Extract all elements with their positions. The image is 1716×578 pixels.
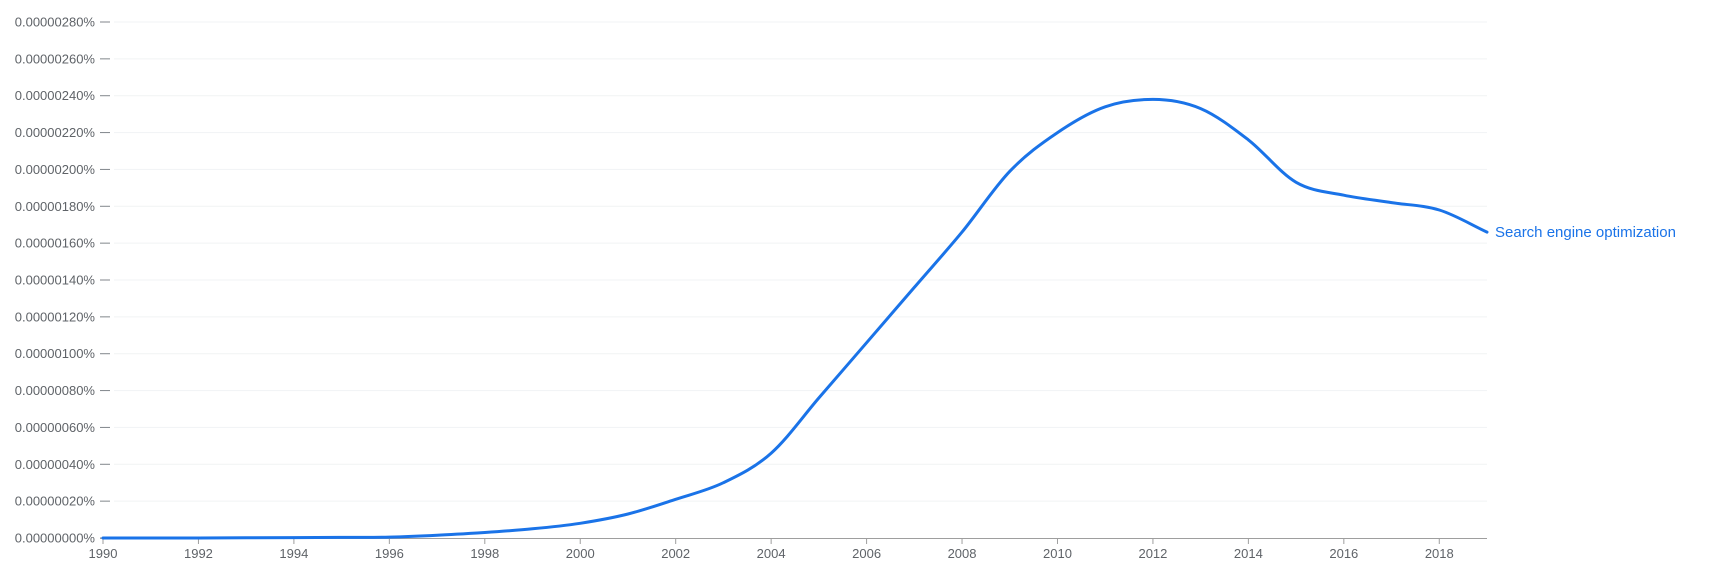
x-axis-tick-label: 1990: [89, 546, 118, 561]
x-axis-tick-label: 2008: [948, 546, 977, 561]
y-axis-tick-label: 0.00000120%: [15, 309, 96, 324]
x-axis-tick-label: 2004: [757, 546, 786, 561]
x-axis-tick-label: 1994: [279, 546, 308, 561]
y-axis-tick-label: 0.00000100%: [15, 346, 96, 361]
y-axis-tick-label: 0.00000000%: [15, 531, 96, 546]
y-axis-tick-label: 0.00000200%: [15, 162, 96, 177]
series-line[interactable]: [101, 97, 1489, 540]
x-axis-tick-label: 2016: [1329, 546, 1358, 561]
y-axis-tick-label: 0.00000060%: [15, 420, 96, 435]
x-axis-tick-label: 2000: [566, 546, 595, 561]
y-axis-tick-label: 0.00000260%: [15, 51, 96, 66]
series-label[interactable]: Search engine optimization: [1495, 224, 1676, 241]
x-axis-tick-label: 2006: [852, 546, 881, 561]
y-axis-tick-label: 0.00000220%: [15, 125, 96, 140]
y-axis-tick-label: 0.00000180%: [15, 199, 96, 214]
y-axis-tick-label: 0.00000280%: [15, 15, 96, 30]
y-axis-tick-label: 0.00000160%: [15, 236, 96, 251]
y-axis-tick-label: 0.00000080%: [15, 383, 96, 398]
y-axis-tick-label: 0.00000240%: [15, 88, 96, 103]
y-axis-tick-label: 0.00000020%: [15, 494, 96, 509]
x-axis-tick-label: 2002: [661, 546, 690, 561]
x-axis-tick-label: 2010: [1043, 546, 1072, 561]
x-axis-tick-label: 2014: [1234, 546, 1263, 561]
y-axis-tick-label: 0.00000040%: [15, 457, 96, 472]
x-axis-tick-label: 2018: [1425, 546, 1454, 561]
x-axis-tick-label: 1996: [375, 546, 404, 561]
y-axis-tick-label: 0.00000140%: [15, 273, 96, 288]
x-axis-tick-label: 2012: [1138, 546, 1167, 561]
x-axis-tick-label: 1992: [184, 546, 213, 561]
x-axis-tick-label: 1998: [470, 546, 499, 561]
